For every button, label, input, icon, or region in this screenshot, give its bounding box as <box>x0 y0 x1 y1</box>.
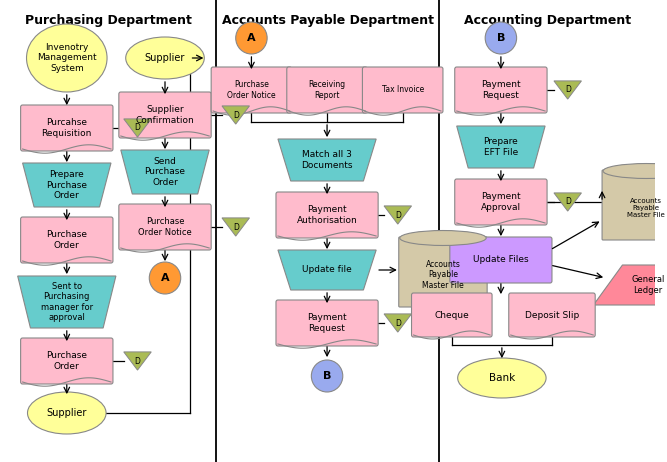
Text: Payment
Approval: Payment Approval <box>481 192 521 212</box>
Text: A: A <box>247 33 255 43</box>
Text: D: D <box>395 318 401 328</box>
Text: Update file: Update file <box>302 266 352 274</box>
FancyBboxPatch shape <box>362 67 443 113</box>
FancyBboxPatch shape <box>287 67 368 113</box>
Polygon shape <box>384 314 412 332</box>
Text: Payment
Authorisation: Payment Authorisation <box>297 205 358 225</box>
Circle shape <box>235 22 267 54</box>
FancyBboxPatch shape <box>509 293 595 337</box>
Text: D: D <box>565 85 571 95</box>
Text: B: B <box>497 33 505 43</box>
Text: General
Ledger: General Ledger <box>632 275 665 295</box>
Text: Receiving
Report: Receiving Report <box>309 80 346 100</box>
FancyBboxPatch shape <box>119 204 211 250</box>
Text: Purchasing Department: Purchasing Department <box>25 14 191 27</box>
Polygon shape <box>554 193 582 211</box>
Polygon shape <box>23 163 111 207</box>
Text: D: D <box>135 357 141 365</box>
Text: Tax Invoice: Tax Invoice <box>382 85 424 95</box>
Text: Purchase
Order Notice: Purchase Order Notice <box>227 80 275 100</box>
Text: Purchase
Order Notice: Purchase Order Notice <box>138 217 192 237</box>
Text: Deposit Slip: Deposit Slip <box>525 310 579 320</box>
FancyBboxPatch shape <box>602 170 667 240</box>
Text: Invenotry
Management
System: Invenotry Management System <box>37 43 97 73</box>
FancyBboxPatch shape <box>455 67 547 113</box>
Ellipse shape <box>27 24 107 92</box>
Polygon shape <box>222 106 249 124</box>
Polygon shape <box>124 119 151 137</box>
Text: D: D <box>395 211 401 219</box>
Polygon shape <box>278 139 376 181</box>
Circle shape <box>149 262 181 294</box>
FancyBboxPatch shape <box>450 237 552 283</box>
Text: Prepare
EFT File: Prepare EFT File <box>484 137 518 157</box>
Polygon shape <box>384 206 412 224</box>
Text: Update Files: Update Files <box>473 255 529 265</box>
Polygon shape <box>457 126 545 168</box>
Text: D: D <box>565 197 571 207</box>
Text: D: D <box>135 123 141 133</box>
Polygon shape <box>554 81 582 99</box>
Polygon shape <box>121 150 209 194</box>
Text: Accounts
Payable
Master File: Accounts Payable Master File <box>422 260 464 290</box>
Text: Match all 3
Documents: Match all 3 Documents <box>301 150 353 170</box>
Circle shape <box>485 22 517 54</box>
FancyBboxPatch shape <box>276 300 378 346</box>
Ellipse shape <box>458 358 546 398</box>
Text: Accounting Department: Accounting Department <box>464 14 630 27</box>
Text: Purchase
Order: Purchase Order <box>46 230 87 249</box>
Polygon shape <box>222 218 249 236</box>
Text: B: B <box>323 371 331 381</box>
Ellipse shape <box>27 392 106 434</box>
Text: Send
Purchase
Order: Send Purchase Order <box>145 157 185 187</box>
Circle shape <box>311 360 343 392</box>
Text: Supplier
Confirmation: Supplier Confirmation <box>135 105 194 125</box>
Polygon shape <box>18 276 116 328</box>
FancyBboxPatch shape <box>455 179 547 225</box>
Text: Supplier: Supplier <box>47 408 87 418</box>
Text: D: D <box>233 110 239 120</box>
FancyBboxPatch shape <box>21 338 113 384</box>
Text: Sent to
Purchasing
manager for
approval: Sent to Purchasing manager for approval <box>41 282 93 322</box>
Text: Payment
Request: Payment Request <box>307 313 347 333</box>
Ellipse shape <box>603 164 667 178</box>
FancyBboxPatch shape <box>21 217 113 263</box>
Polygon shape <box>124 352 151 370</box>
FancyBboxPatch shape <box>399 237 487 307</box>
Text: Bank: Bank <box>489 373 515 383</box>
Text: A: A <box>161 273 169 283</box>
FancyBboxPatch shape <box>276 192 378 238</box>
Polygon shape <box>278 250 376 290</box>
Text: D: D <box>233 223 239 231</box>
FancyBboxPatch shape <box>21 105 113 151</box>
FancyBboxPatch shape <box>412 293 492 337</box>
Ellipse shape <box>400 231 486 245</box>
Text: Accounts
Payable
Master File: Accounts Payable Master File <box>628 198 665 218</box>
Ellipse shape <box>125 37 204 79</box>
Polygon shape <box>594 265 667 305</box>
Text: Accounts Payable Department: Accounts Payable Department <box>221 14 434 27</box>
Text: Payment
Request: Payment Request <box>481 80 521 100</box>
Text: Supplier: Supplier <box>145 53 185 63</box>
Text: Purcahse
Requisition: Purcahse Requisition <box>41 118 92 138</box>
FancyBboxPatch shape <box>211 67 291 113</box>
FancyBboxPatch shape <box>119 92 211 138</box>
Text: Purchase
Order: Purchase Order <box>46 351 87 371</box>
Text: Prepare
Purchase
Order: Prepare Purchase Order <box>46 170 87 200</box>
Text: Cheque: Cheque <box>434 310 469 320</box>
